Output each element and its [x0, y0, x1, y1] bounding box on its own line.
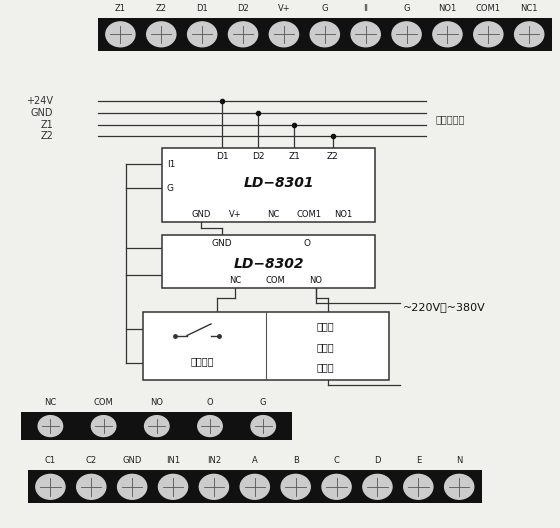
Ellipse shape	[188, 22, 217, 47]
Ellipse shape	[240, 474, 269, 499]
Text: Z2: Z2	[156, 4, 167, 13]
Text: LD−8302: LD−8302	[234, 257, 304, 271]
Bar	[162, 235, 375, 288]
Ellipse shape	[269, 22, 298, 47]
Ellipse shape	[158, 474, 188, 499]
Text: V+: V+	[228, 210, 241, 219]
Ellipse shape	[36, 474, 65, 499]
Bar	[21, 412, 292, 440]
Text: NC1: NC1	[520, 4, 538, 13]
Text: D2: D2	[252, 152, 264, 161]
Ellipse shape	[144, 416, 169, 437]
Text: V+: V+	[278, 4, 290, 13]
Text: C2: C2	[86, 456, 97, 465]
Text: 启动接: 启动接	[316, 322, 334, 332]
Text: I1: I1	[167, 159, 175, 168]
Ellipse shape	[38, 416, 63, 437]
Bar	[98, 18, 552, 51]
Text: G: G	[260, 398, 267, 407]
Text: GND: GND	[191, 210, 211, 219]
Ellipse shape	[147, 22, 176, 47]
Text: 触器或: 触器或	[316, 342, 334, 352]
Text: ~220V或~380V: ~220V或~380V	[403, 303, 486, 312]
Text: B: B	[293, 456, 298, 465]
Text: O: O	[304, 239, 311, 248]
Text: 联动回总线: 联动回总线	[435, 114, 464, 124]
Ellipse shape	[515, 22, 544, 47]
Ellipse shape	[474, 22, 503, 47]
Ellipse shape	[363, 474, 392, 499]
Ellipse shape	[281, 474, 310, 499]
Text: C1: C1	[45, 456, 56, 465]
Text: D2: D2	[237, 4, 249, 13]
Text: 动作触点: 动作触点	[190, 356, 214, 366]
Ellipse shape	[251, 416, 276, 437]
Text: NO1: NO1	[334, 210, 352, 219]
Text: NO1: NO1	[438, 4, 456, 13]
Text: LD−8301: LD−8301	[244, 176, 315, 190]
Text: N: N	[456, 456, 463, 465]
Ellipse shape	[198, 416, 222, 437]
Text: NO: NO	[309, 276, 322, 285]
Text: G: G	[321, 4, 328, 13]
Text: Z1: Z1	[288, 152, 300, 161]
Text: D1: D1	[216, 152, 228, 161]
Text: COM: COM	[265, 276, 285, 285]
Ellipse shape	[433, 22, 462, 47]
Text: Z2: Z2	[327, 152, 338, 161]
Text: NC: NC	[228, 276, 241, 285]
Text: G: G	[403, 4, 410, 13]
Ellipse shape	[404, 474, 433, 499]
Ellipse shape	[228, 22, 258, 47]
Text: E: E	[416, 456, 421, 465]
Text: A: A	[252, 456, 258, 465]
Text: COM1: COM1	[297, 210, 322, 219]
Text: 继电器: 继电器	[316, 362, 334, 372]
Ellipse shape	[322, 474, 351, 499]
Ellipse shape	[351, 22, 380, 47]
Ellipse shape	[106, 22, 135, 47]
Ellipse shape	[199, 474, 228, 499]
Text: Z2: Z2	[40, 131, 53, 141]
Bar	[162, 148, 375, 222]
Text: NC: NC	[44, 398, 57, 407]
Ellipse shape	[445, 474, 474, 499]
Text: GND: GND	[212, 239, 232, 248]
Text: O: O	[207, 398, 213, 407]
Ellipse shape	[392, 22, 421, 47]
Text: NO: NO	[150, 398, 164, 407]
Text: G: G	[167, 184, 174, 193]
Text: GND: GND	[123, 456, 142, 465]
Ellipse shape	[310, 22, 339, 47]
Text: IN2: IN2	[207, 456, 221, 465]
Text: GND: GND	[31, 108, 53, 118]
Text: II: II	[363, 4, 368, 13]
Ellipse shape	[77, 474, 106, 499]
Text: COM: COM	[94, 398, 114, 407]
Text: C: C	[334, 456, 339, 465]
Bar	[143, 312, 389, 380]
Ellipse shape	[91, 416, 116, 437]
Ellipse shape	[118, 474, 147, 499]
Text: +24V: +24V	[26, 97, 53, 106]
Text: D: D	[374, 456, 381, 465]
Text: COM1: COM1	[476, 4, 501, 13]
Bar	[28, 470, 482, 503]
Text: IN1: IN1	[166, 456, 180, 465]
Text: D1: D1	[197, 4, 208, 13]
Text: NC: NC	[267, 210, 279, 219]
Text: Z1: Z1	[40, 120, 53, 129]
Text: Z1: Z1	[115, 4, 126, 13]
